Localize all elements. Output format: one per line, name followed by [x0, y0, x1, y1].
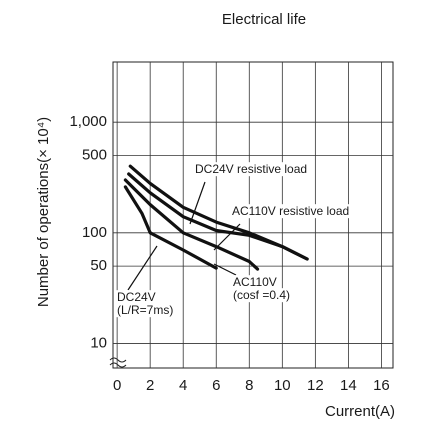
x-tick-label: 6 [212, 377, 220, 394]
annotation-leader [189, 181, 206, 225]
annotation-leader [127, 245, 158, 291]
annotation-bg [116, 303, 175, 318]
annotation-bg [116, 290, 157, 305]
annotation: AC110V [233, 275, 277, 289]
annotation-leader [213, 263, 237, 276]
x-tick-label: 12 [307, 377, 324, 394]
series-line [123, 178, 260, 271]
annotation: (cosf =0.4) [233, 288, 290, 302]
annotation: (L/R=7ms) [117, 303, 173, 317]
x-tick-label: 0 [113, 377, 121, 394]
annotation-bg [194, 162, 309, 177]
y-tick-label: 1,000 [69, 113, 107, 130]
x-tick-label: 8 [245, 377, 253, 394]
annotation-bg [231, 204, 351, 219]
x-tick-label: 4 [179, 377, 187, 394]
y-tick-label: 10 [90, 334, 107, 351]
x-tick-label: 2 [146, 377, 154, 394]
y-axis-label: Number of operations(× 10⁴) [35, 117, 52, 307]
annotation: DC24V [117, 290, 156, 304]
x-tick-label: 16 [373, 377, 390, 394]
y-tick-label: 100 [82, 224, 107, 241]
annotation-bg [232, 288, 292, 303]
x-axis-label: Current(A) [325, 403, 395, 420]
plot-frame [112, 61, 394, 369]
annotation: DC24V resistive load [195, 162, 307, 176]
axis-break [109, 357, 127, 368]
annotation: AC110V resistive load [232, 204, 349, 218]
series-line [123, 185, 218, 270]
y-tick-label: 50 [90, 257, 107, 274]
x-tick-label: 14 [340, 377, 357, 394]
x-tick-label: 10 [274, 377, 291, 394]
y-tick-label: 500 [82, 146, 107, 163]
chart-title: Electrical life [222, 11, 306, 28]
annotation-bg [232, 275, 278, 290]
annotation-leader [213, 223, 241, 251]
series-line [127, 172, 309, 261]
